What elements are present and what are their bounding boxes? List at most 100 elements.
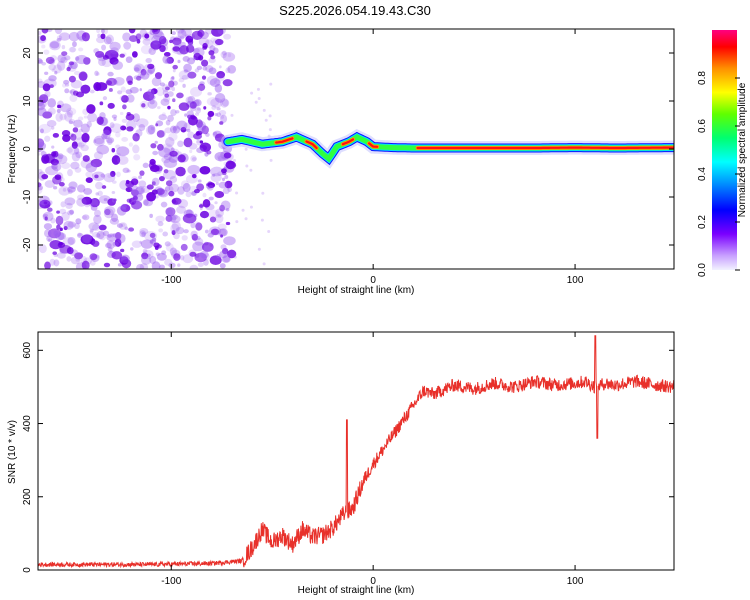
noise-blob [68, 118, 76, 124]
noise-blob [38, 57, 43, 64]
noise-blob [122, 104, 127, 110]
noise-blob [57, 252, 66, 259]
noise-blob [120, 223, 126, 228]
noise-blob [216, 253, 221, 259]
noise-blob [146, 184, 154, 190]
noise-blob [170, 223, 180, 234]
noise-blob [145, 125, 155, 136]
noise-blob [50, 217, 56, 224]
noise-blob [80, 84, 91, 94]
noise-blob [68, 46, 77, 53]
noise-blob [74, 56, 80, 61]
noise-blob [92, 240, 97, 245]
noise-blob [110, 123, 123, 134]
noise-blob [67, 169, 73, 177]
noise-blob [104, 208, 111, 216]
colorbar-tick-label: 0.4 [697, 167, 708, 181]
noise-blob [199, 206, 203, 211]
noise-blob [144, 33, 150, 39]
noise-blob [41, 44, 46, 49]
noise-blob [147, 88, 155, 96]
noise-blob [158, 176, 165, 182]
noise-blob [77, 142, 83, 147]
noise-blob [249, 205, 253, 209]
noise-blob [244, 217, 248, 221]
noise-blob [89, 228, 95, 233]
noise-blob [62, 134, 71, 142]
noise-blob [225, 208, 230, 212]
noise-blob [206, 75, 218, 86]
noise-blob [204, 229, 209, 234]
noise-blob [108, 88, 113, 92]
noise-blob [250, 91, 254, 95]
noise-blob [69, 94, 78, 103]
colorbar-gradient [712, 30, 737, 270]
noise-blob [110, 170, 116, 178]
noise-blob [56, 210, 60, 214]
noise-blob [165, 58, 173, 65]
noise-blob [214, 112, 218, 117]
noise-blob [71, 141, 78, 149]
noise-blob [163, 158, 178, 169]
noise-blob [73, 119, 83, 128]
snr-xtick-label: 100 [567, 576, 584, 587]
noise-blob [131, 200, 143, 210]
noise-blob [189, 213, 196, 222]
noise-blob [172, 64, 178, 70]
noise-blob [107, 138, 113, 146]
noise-blob [129, 86, 139, 94]
noise-blob [133, 154, 141, 161]
noise-blob [197, 123, 206, 134]
noise-blob [179, 35, 185, 40]
noise-blob [122, 32, 131, 42]
noise-blob [214, 38, 224, 46]
noise-blob [150, 239, 154, 244]
spectrogram-ytick-label: -20 [22, 237, 33, 252]
ridge-red-core [368, 142, 379, 148]
noise-blob [164, 186, 171, 192]
noise-blob [77, 142, 85, 149]
noise-blob [190, 155, 197, 162]
noise-blob [80, 144, 89, 152]
noise-blob [101, 57, 113, 68]
noise-blob [151, 237, 157, 243]
noise-blob [165, 214, 173, 222]
noise-blob [67, 221, 76, 228]
figure-title: S225.2026.054.19.43.C30 [279, 3, 431, 18]
noise-blob [146, 69, 153, 76]
noise-blob [147, 124, 156, 135]
noise-blob [78, 47, 84, 52]
noise-blob [66, 256, 72, 262]
noise-blob [207, 110, 215, 118]
noise-blob [81, 196, 93, 205]
noise-blob [59, 113, 67, 121]
noise-blob [163, 169, 169, 174]
noise-blob [156, 188, 165, 196]
spectrogram-ytick-label: -10 [22, 189, 33, 204]
noise-blob [103, 36, 112, 45]
noise-blob [119, 95, 125, 101]
noise-blob [161, 250, 167, 255]
noise-blob [131, 189, 139, 197]
noise-blob [194, 237, 204, 246]
noise-blob [132, 113, 140, 123]
noise-blob [89, 89, 95, 94]
noise-blob [152, 30, 165, 41]
noise-blob [149, 99, 155, 105]
noise-blob [84, 61, 89, 65]
noise-blob [223, 254, 231, 263]
noise-blob [142, 91, 155, 101]
noise-blob [77, 116, 84, 121]
noise-blob [180, 243, 188, 251]
noise-blob [129, 35, 138, 42]
noise-blob [165, 207, 176, 217]
noise-blob [127, 80, 133, 86]
noise-blob [141, 255, 152, 265]
noise-blob [130, 247, 134, 251]
noise-blob [165, 243, 174, 252]
noise-blob [187, 131, 195, 139]
noise-blob [132, 192, 144, 202]
noise-blob [158, 147, 172, 158]
noise-blob [202, 192, 207, 198]
